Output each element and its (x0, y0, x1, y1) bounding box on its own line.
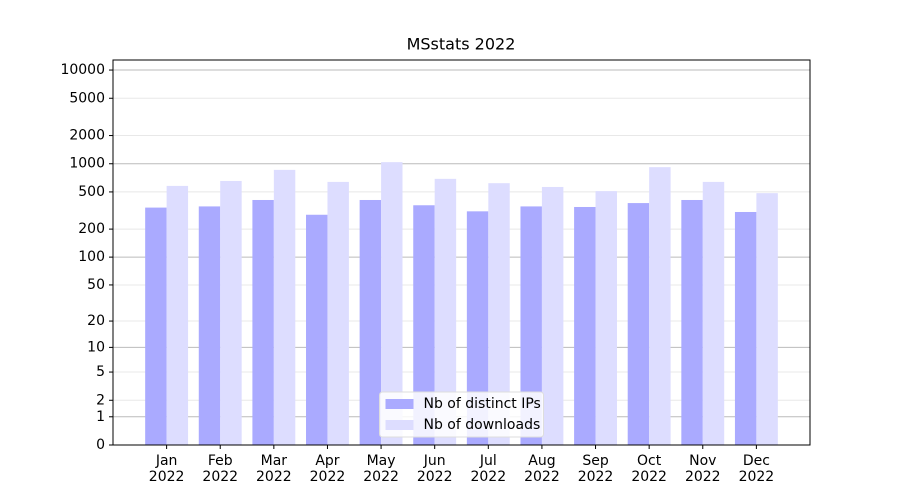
bar (627, 203, 650, 445)
y-tick-label: 2000 (69, 128, 105, 144)
bar (327, 181, 349, 445)
bar (166, 185, 189, 446)
plot-frame (112, 59, 811, 446)
x-tick-label: Dec 2022 (739, 453, 775, 485)
bar (306, 214, 328, 445)
bar (434, 178, 457, 445)
legend-box (379, 391, 544, 438)
x-tick-label: Jun 2022 (417, 453, 453, 485)
x-tick-label: Apr 2022 (310, 453, 346, 485)
bar (541, 186, 564, 446)
bar (574, 206, 596, 445)
bar (488, 183, 510, 446)
chart-title: MSstats 2022 (407, 35, 516, 54)
y-tick-label: 1000 (69, 156, 105, 172)
y-tick-label: 1 (96, 409, 105, 425)
bar (734, 211, 757, 445)
x-tick-label: Jul 2022 (470, 453, 506, 485)
bar (466, 211, 489, 445)
bar (381, 162, 403, 445)
bar (520, 206, 542, 445)
y-tick-label: 20 (87, 313, 105, 329)
bar (252, 199, 274, 445)
x-tick-label: Mar 2022 (256, 453, 292, 485)
bar (273, 169, 296, 445)
y-tick-label: 200 (78, 221, 105, 237)
x-tick-label: Oct 2022 (631, 453, 667, 485)
bar (198, 206, 221, 445)
legend-swatch (385, 420, 414, 430)
x-tick-label: May 2022 (363, 453, 399, 485)
x-tick-label: Aug 2022 (524, 453, 560, 485)
y-tick-label: 5 (96, 364, 105, 380)
bar (220, 180, 242, 445)
x-tick-label: Nov 2022 (685, 453, 721, 485)
bar (649, 167, 671, 445)
y-tick-label: 50 (87, 277, 105, 293)
y-tick-label: 2 (96, 392, 105, 408)
x-tick-label: Jan 2022 (149, 453, 185, 485)
x-tick-label: Sep 2022 (578, 453, 614, 485)
bar (702, 181, 725, 445)
bar (413, 205, 435, 445)
bar (145, 207, 167, 445)
y-tick-label: 10 (87, 339, 105, 355)
y-tick-label: 100 (78, 249, 105, 265)
bar (595, 191, 617, 445)
bar (756, 193, 778, 445)
bar (359, 199, 382, 445)
y-tick-label: 500 (78, 184, 105, 200)
bar (681, 199, 703, 445)
legend-label: Nb of downloads (424, 417, 541, 433)
y-tick-label: 5000 (69, 90, 105, 106)
y-tick-label: 10000 (60, 62, 105, 78)
legend-label: Nb of distinct IPs (424, 396, 541, 412)
x-tick-label: Feb 2022 (202, 453, 238, 485)
legend-swatch (385, 399, 414, 409)
y-tick-label: 0 (96, 437, 105, 453)
legend: Nb of distinct IPs Nb of downloads (379, 391, 544, 438)
